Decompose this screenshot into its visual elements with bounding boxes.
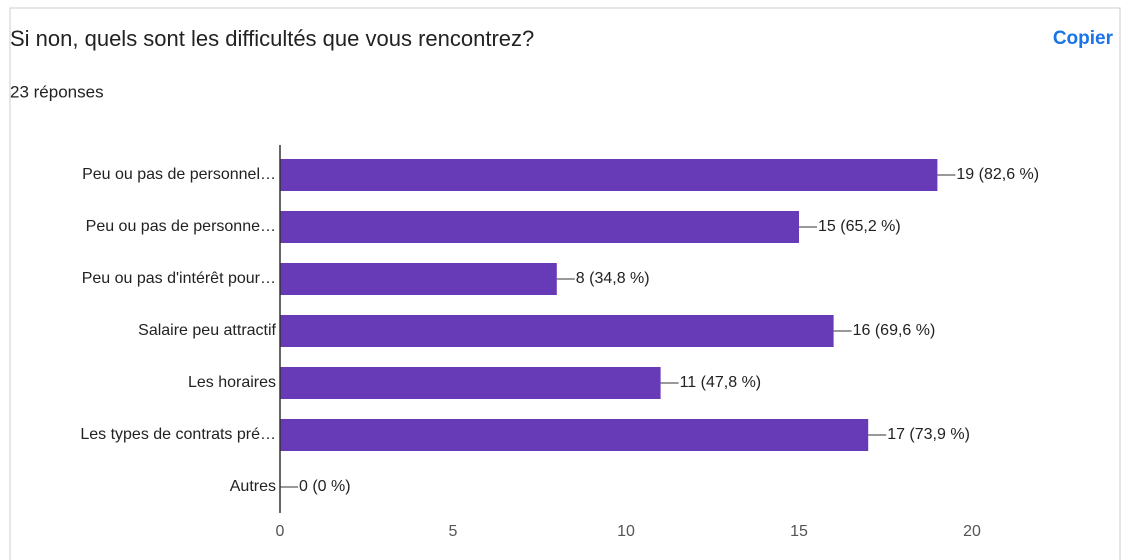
value-label: 0 (0 %) [299, 478, 351, 495]
chart-title: Si non, quels sont les difficultés que v… [10, 26, 534, 51]
y-tick-label: Les types de contrats pré… [80, 426, 276, 443]
card-border [9, 7, 1121, 560]
bar [280, 263, 557, 295]
y-tick-label: Peu ou pas de personnel… [82, 166, 276, 183]
x-tick-label: 10 [617, 523, 635, 540]
x-tick-label: 0 [276, 523, 285, 540]
x-tick-label: 5 [449, 523, 458, 540]
bar [280, 419, 869, 451]
value-label: 15 (65,2 %) [818, 218, 901, 235]
bar [280, 315, 834, 347]
x-tick-label: 20 [963, 523, 981, 540]
y-tick-label: Salaire peu attractif [138, 322, 276, 339]
copy-button[interactable]: Copier [1053, 28, 1114, 49]
value-label: 8 (34,8 %) [576, 270, 650, 287]
y-tick-label: Peu ou pas de personne… [86, 218, 276, 235]
x-tick-label: 15 [790, 523, 808, 540]
bar [280, 367, 661, 399]
y-tick-label: Autres [230, 478, 276, 495]
value-label: 11 (47,8 %) [680, 374, 762, 391]
bar [280, 159, 938, 191]
y-tick-label: Peu ou pas d'intérêt pour… [82, 270, 276, 287]
response-count: 23 réponses [10, 82, 104, 101]
y-tick-label: Les horaires [188, 374, 276, 391]
value-label: 19 (82,6 %) [956, 166, 1039, 183]
value-label: 17 (73,9 %) [887, 426, 970, 443]
bar [280, 211, 799, 243]
value-label: 16 (69,6 %) [853, 322, 936, 339]
